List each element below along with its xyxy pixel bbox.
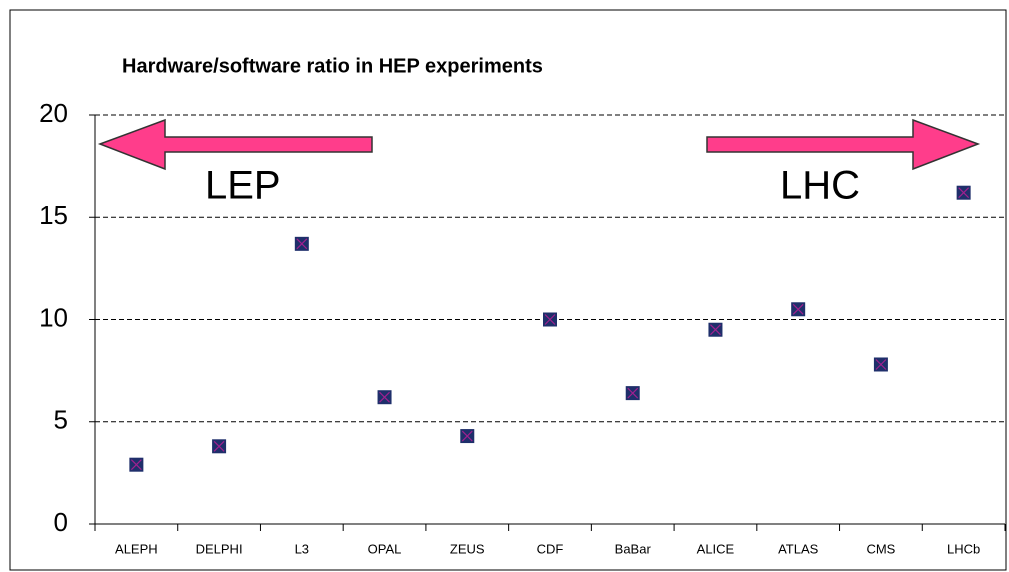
x-tick-label: ALICE (697, 541, 735, 556)
x-tick-label: ALEPH (115, 541, 158, 556)
marker (294, 236, 309, 251)
marker-cross (875, 359, 887, 370)
marker-cross (379, 391, 390, 403)
x-tick-label: OPAL (368, 541, 402, 556)
x-tick-label: LHCb (947, 541, 980, 556)
x-tick-label: ZEUS (450, 541, 485, 556)
marker (625, 386, 640, 401)
marker-cross (296, 238, 308, 250)
x-tick-label: CDF (537, 541, 564, 556)
y-tick-label: 10 (39, 302, 68, 332)
marker (460, 429, 475, 444)
marker-cross (461, 430, 473, 442)
marker-cross (958, 187, 970, 199)
marker-cross (544, 314, 556, 325)
y-tick-label: 15 (39, 200, 68, 230)
x-tick-label: DELPHI (196, 541, 243, 556)
marker (377, 390, 392, 405)
arrow-left (97, 118, 373, 171)
marker (543, 312, 557, 327)
marker (708, 322, 723, 337)
x-tick-label: L3 (295, 541, 309, 556)
y-tick-label: 5 (54, 405, 68, 435)
x-tick-label: ATLAS (778, 541, 819, 556)
marker (212, 439, 227, 454)
marker (873, 357, 888, 372)
marker-cross (130, 459, 142, 471)
y-tick-label: 0 (54, 507, 68, 537)
annotation: LHC (780, 164, 860, 208)
x-tick-label: BaBar (615, 541, 652, 556)
arrow-right (706, 118, 981, 171)
annotation: LEP (205, 164, 281, 208)
marker-cross (213, 440, 225, 452)
marker (956, 185, 971, 200)
marker (791, 302, 806, 317)
marker-cross (792, 303, 804, 315)
marker-cross (710, 324, 721, 336)
y-tick-label: 20 (39, 98, 68, 128)
chart-title: Hardware/software ratio in HEP experimen… (122, 55, 543, 77)
x-tick-label: CMS (866, 541, 895, 556)
chart-border (9, 9, 1007, 571)
marker-cross (627, 387, 639, 399)
marker (129, 457, 144, 472)
